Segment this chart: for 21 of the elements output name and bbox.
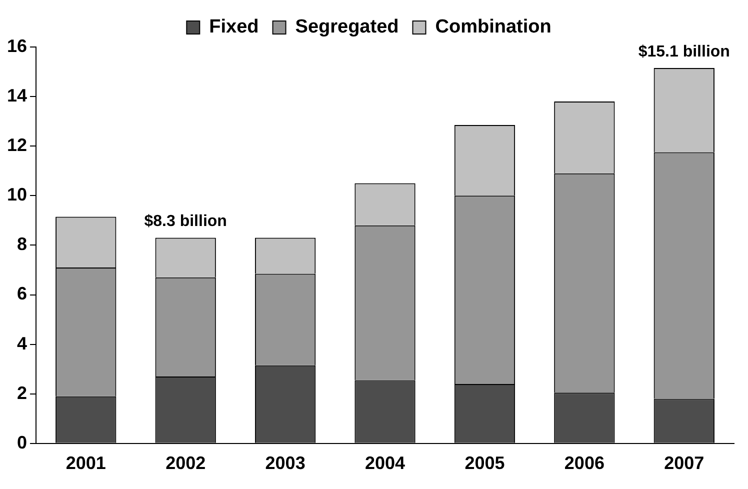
legend-label: Fixed	[209, 16, 259, 38]
legend-label: Combination	[435, 16, 552, 38]
x-tick-label: 2004	[364, 453, 406, 474]
legend-label: Segregated	[295, 16, 399, 38]
y-tick-label: 12	[6, 135, 28, 156]
y-tick-label: 16	[6, 36, 28, 56]
x-tick-label: 2005	[464, 453, 505, 474]
x-tick-label: 2007	[664, 453, 704, 474]
y-tick-label: 6	[17, 284, 28, 304]
x-tick-label: 2002	[166, 453, 206, 474]
y-tick-label: 0	[17, 432, 28, 452]
y-tick-label: 4	[17, 333, 28, 354]
x-tick-label: 2001	[66, 453, 106, 474]
annotation: $15.1 billion	[638, 43, 730, 60]
annotation: $8.3 billion	[144, 213, 227, 230]
y-tick-label: 10	[6, 184, 28, 205]
y-tick-label: 8	[17, 234, 28, 254]
x-tick-label: 2003	[265, 453, 306, 474]
y-tick-label: 14	[6, 86, 28, 106]
x-tick-label: 2006	[564, 453, 604, 474]
y-tick-label: 2	[17, 382, 28, 403]
